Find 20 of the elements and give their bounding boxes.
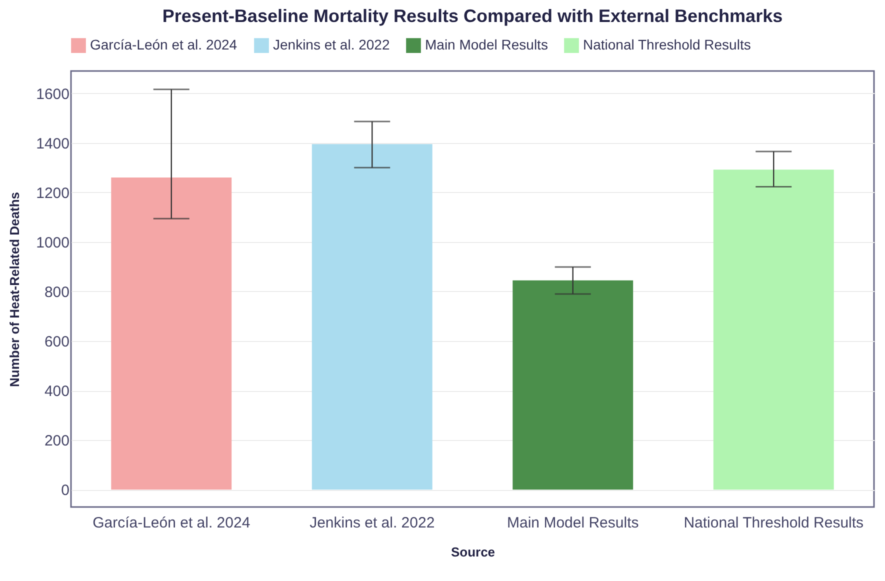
x-tick-label: National Threshold Results [684,514,864,532]
legend-label: Main Model Results [425,36,548,53]
legend-label: Jenkins et al. 2022 [273,36,390,53]
y-tick-label: 800 [44,284,70,301]
y-axis-title: Number of Heat-Related Deaths [7,192,22,388]
chart-title: Present-Baseline Mortality Results Compared with External Benchmarks [162,6,783,26]
x-tick-label: García-León et al. 2024 [92,514,250,532]
legend-label: National Threshold Results [583,36,751,53]
y-tick-label: 200 [44,432,70,450]
x-tick-label: Main Model Results [507,514,639,532]
y-tick-label: 1600 [36,86,70,103]
y-tick-label: 1200 [36,184,70,202]
y-tick-label: 1000 [36,234,70,252]
x-axis-title: Source [450,544,496,560]
legend-label: García-León et al. 2024 [90,36,238,53]
y-tick-label: 0 [61,482,70,500]
y-tick-label: 600 [44,334,70,351]
y-tick-label: 1400 [36,135,70,152]
x-tick-label: Jenkins et al. 2022 [310,514,435,532]
y-tick-label: 400 [44,383,70,400]
